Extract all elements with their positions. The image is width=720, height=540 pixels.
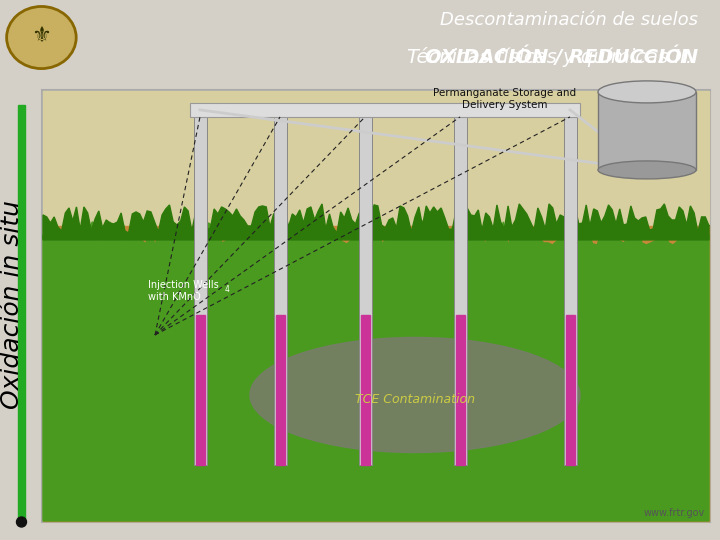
Bar bbox=[18, 105, 25, 520]
Ellipse shape bbox=[250, 338, 580, 453]
Circle shape bbox=[8, 8, 75, 68]
Polygon shape bbox=[43, 221, 709, 521]
Text: OXIDACIÓN / REDUCCIÓN: OXIDACIÓN / REDUCCIÓN bbox=[425, 46, 698, 67]
Bar bbox=[456, 315, 465, 465]
Circle shape bbox=[17, 517, 27, 527]
Bar bbox=[598, 92, 696, 170]
Bar bbox=[190, 103, 580, 117]
Text: Técnicas físicas y químicas II.: Técnicas físicas y químicas II. bbox=[407, 47, 698, 67]
Polygon shape bbox=[43, 204, 709, 240]
Bar bbox=[194, 105, 207, 465]
Text: www.frtr.gov: www.frtr.gov bbox=[644, 508, 705, 518]
Bar bbox=[276, 315, 285, 465]
Bar bbox=[564, 105, 577, 465]
Bar bbox=[43, 226, 709, 521]
Text: TCE Contamination: TCE Contamination bbox=[355, 394, 475, 407]
Bar bbox=[359, 105, 372, 465]
Bar bbox=[196, 315, 205, 465]
Text: Oxidación in situ: Oxidación in situ bbox=[0, 200, 24, 409]
Bar bbox=[454, 105, 467, 465]
Ellipse shape bbox=[598, 81, 696, 103]
Bar bbox=[566, 315, 575, 465]
Text: 4: 4 bbox=[225, 285, 230, 294]
Bar bbox=[274, 105, 287, 465]
Bar bbox=[361, 315, 370, 465]
Text: Injection Wells
with KMnO: Injection Wells with KMnO bbox=[148, 280, 219, 302]
Text: Descontaminación de suelos: Descontaminación de suelos bbox=[441, 11, 698, 29]
Ellipse shape bbox=[598, 161, 696, 179]
Text: Permanganate Storage and
Delivery System: Permanganate Storage and Delivery System bbox=[433, 88, 577, 110]
Text: ⚜: ⚜ bbox=[32, 26, 51, 46]
